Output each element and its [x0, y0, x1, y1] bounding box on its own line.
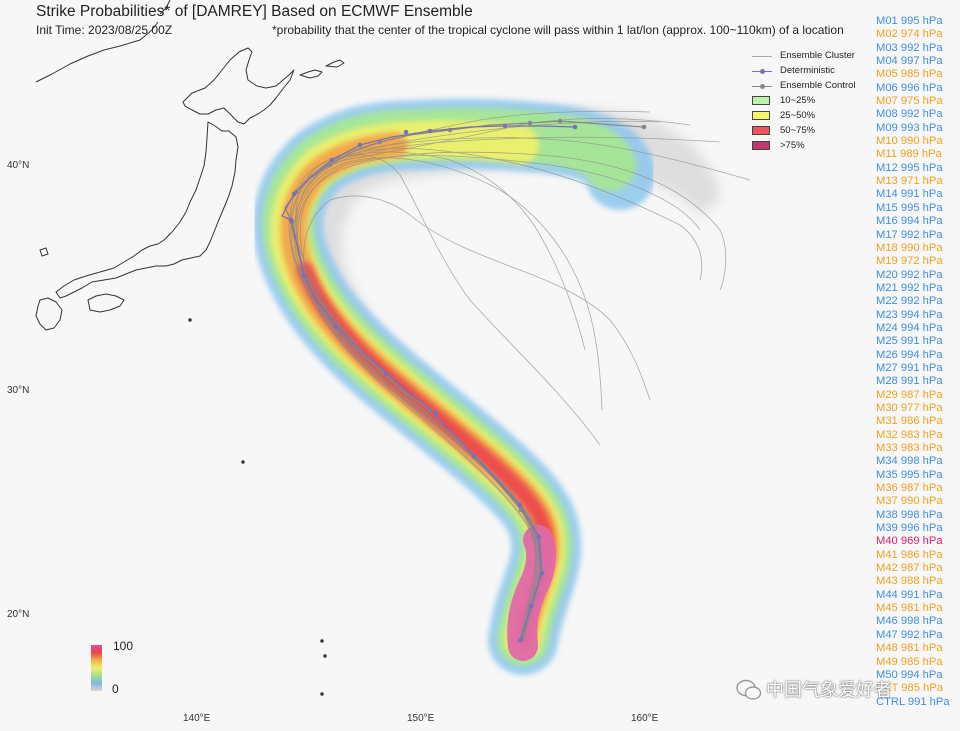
member-pressure-item: M34 998 hPa	[876, 455, 943, 468]
legend-ensemble-control: Ensemble Control	[752, 78, 856, 93]
member-pressure-item: M23 994 hPa	[876, 308, 943, 321]
deterministic-track	[281, 123, 578, 643]
watermark: 中国气象爱好者	[736, 676, 892, 702]
member-pressure-item: M46 998 hPa	[876, 615, 943, 628]
member-pressure-item: M03 992 hPa	[876, 41, 943, 54]
legend-band-75-plus: >75%	[752, 138, 856, 153]
member-pressure-item: M28 991 hPa	[876, 375, 943, 388]
member-pressure-item: M12 995 hPa	[876, 161, 943, 174]
legend-deterministic-label: Deterministic	[780, 65, 835, 76]
member-pressure-item: M05 985 hPa	[876, 68, 943, 81]
member-pressure-item: M49 985 hPa	[876, 655, 943, 668]
member-pressure-item: M15 995 hPa	[876, 201, 943, 214]
member-pressure-item: M02 974 hPa	[876, 28, 943, 41]
probability-colorbar	[91, 645, 102, 691]
coastline-hokkaido	[182, 47, 295, 125]
lat-label-20n: 20°N	[7, 609, 30, 620]
legend-swatch	[752, 96, 770, 105]
lon-label-140e: 140°E	[183, 713, 211, 724]
member-pressure-item: CTRL 991 hPa	[876, 695, 950, 708]
member-pressure-item: M04 997 hPa	[876, 55, 943, 68]
member-pressure-item: M18 990 hPa	[876, 241, 943, 254]
member-pressure-item: M19 972 hPa	[876, 255, 943, 268]
legend-band-label: 10~25%	[780, 95, 816, 106]
member-pressure-item: M16 994 hPa	[876, 215, 943, 228]
legend-swatch	[752, 141, 770, 150]
member-pressure-item: M30 977 hPa	[876, 401, 943, 414]
init-time: Init Time: 2023/08/25 00Z	[36, 23, 173, 37]
legend-band-label: 25~50%	[780, 110, 816, 121]
lat-label-30n: 30°N	[7, 385, 30, 396]
coastline-shikoku	[87, 293, 125, 313]
member-pressure-item: M11 989 hPa	[876, 148, 942, 161]
lon-label-160e: 160°E	[631, 713, 659, 724]
lon-label-150e: 150°E	[407, 713, 435, 724]
lat-label-40n: 40°N	[7, 160, 30, 171]
member-pressure-item: M31 986 hPa	[876, 415, 943, 428]
coastline-korea-cape	[39, 247, 49, 257]
member-pressure-item: M40 969 hPa	[876, 535, 943, 548]
member-pressure-item: M26 994 hPa	[876, 348, 943, 361]
member-pressure-item: M09 993 hPa	[876, 121, 943, 134]
legend-swatch	[752, 111, 770, 120]
legend-band-25-50: 25~50%	[752, 108, 856, 123]
member-pressure-item: M48 981 hPa	[876, 642, 943, 655]
member-pressure-item: M43 988 hPa	[876, 575, 943, 588]
legend-band-label: >75%	[780, 140, 805, 151]
colorbar-max-label: 100	[113, 639, 134, 653]
legend-band-50-75: 50~75%	[752, 123, 856, 138]
member-pressure-item: M20 992 hPa	[876, 268, 943, 281]
member-pressure-item: M37 990 hPa	[876, 495, 943, 508]
ensemble-member-pressure-list: M01 995 hPa M02 974 hPa M03 992 hPa M04 997…	[876, 15, 950, 709]
member-pressure-item: M45 981 hPa	[876, 602, 943, 615]
member-pressure-item: M27 991 hPa	[876, 361, 943, 374]
legend-deterministic: Deterministic	[752, 63, 856, 78]
coastlines	[35, 0, 345, 696]
member-pressure-item: M07 975 hPa	[876, 95, 943, 108]
footnote: *probability that the center of the trop…	[272, 23, 844, 37]
member-pressure-item: M22 992 hPa	[876, 295, 943, 308]
legend-ensemble-cluster: Ensemble Cluster	[752, 48, 856, 63]
member-pressure-item: M32 983 hPa	[876, 428, 943, 441]
member-pressure-item: M36 987 hPa	[876, 482, 943, 495]
member-pressure-item: DET 985 hPa	[876, 682, 943, 695]
member-pressure-item: M08 992 hPa	[876, 108, 943, 121]
member-pressure-item: M14 991 hPa	[876, 188, 943, 201]
member-pressure-item: M17 992 hPa	[876, 228, 943, 241]
coastline-kurils	[299, 59, 345, 79]
member-pressure-item: M25 991 hPa	[876, 335, 943, 348]
member-pressure-item: M42 987 hPa	[876, 562, 943, 575]
member-pressure-item: M01 995 hPa	[876, 15, 943, 27]
member-pressure-item: M44 991 hPa	[876, 588, 943, 601]
member-pressure-item: M13 971 hPa	[876, 175, 943, 188]
coastline-kyushu	[35, 297, 63, 331]
member-pressure-item: M41 986 hPa	[876, 548, 943, 561]
legend-ensemble-control-label: Ensemble Control	[780, 80, 856, 91]
coastline-sakhalin-mainland	[35, 0, 171, 83]
member-pressure-item: M10 990 hPa	[876, 135, 943, 148]
member-pressure-item: M24 994 hPa	[876, 321, 943, 334]
legend-ensemble-cluster-label: Ensemble Cluster	[780, 50, 855, 61]
member-pressure-item: M21 992 hPa	[876, 281, 943, 294]
watermark-text: 中国气象爱好者	[766, 680, 892, 700]
member-pressure-item: M06 996 hPa	[876, 81, 943, 94]
legend-band-label: 50~75%	[780, 125, 816, 136]
coastline-honshu	[55, 121, 239, 299]
member-pressure-item: M38 998 hPa	[876, 508, 943, 521]
legend-swatch	[752, 126, 770, 135]
member-pressure-item: M50 994 hPa	[876, 668, 943, 681]
legend: Ensemble Cluster Deterministic Ensemble …	[752, 48, 856, 153]
legend-band-10-25: 10~25%	[752, 93, 856, 108]
wechat-icon	[736, 679, 762, 700]
member-pressure-item: M35 995 hPa	[876, 468, 943, 481]
member-pressure-item: M33 983 hPa	[876, 442, 943, 454]
chart-title: Strike Probabilities* of [DAMREY] Based …	[36, 3, 473, 20]
member-pressure-item: M39 996 hPa	[876, 522, 943, 535]
member-pressure-item: M47 992 hPa	[876, 628, 943, 641]
member-pressure-item: M29 987 hPa	[876, 388, 943, 401]
colorbar-min-label: 0	[112, 682, 119, 696]
strike-probability-map	[35, 0, 751, 696]
